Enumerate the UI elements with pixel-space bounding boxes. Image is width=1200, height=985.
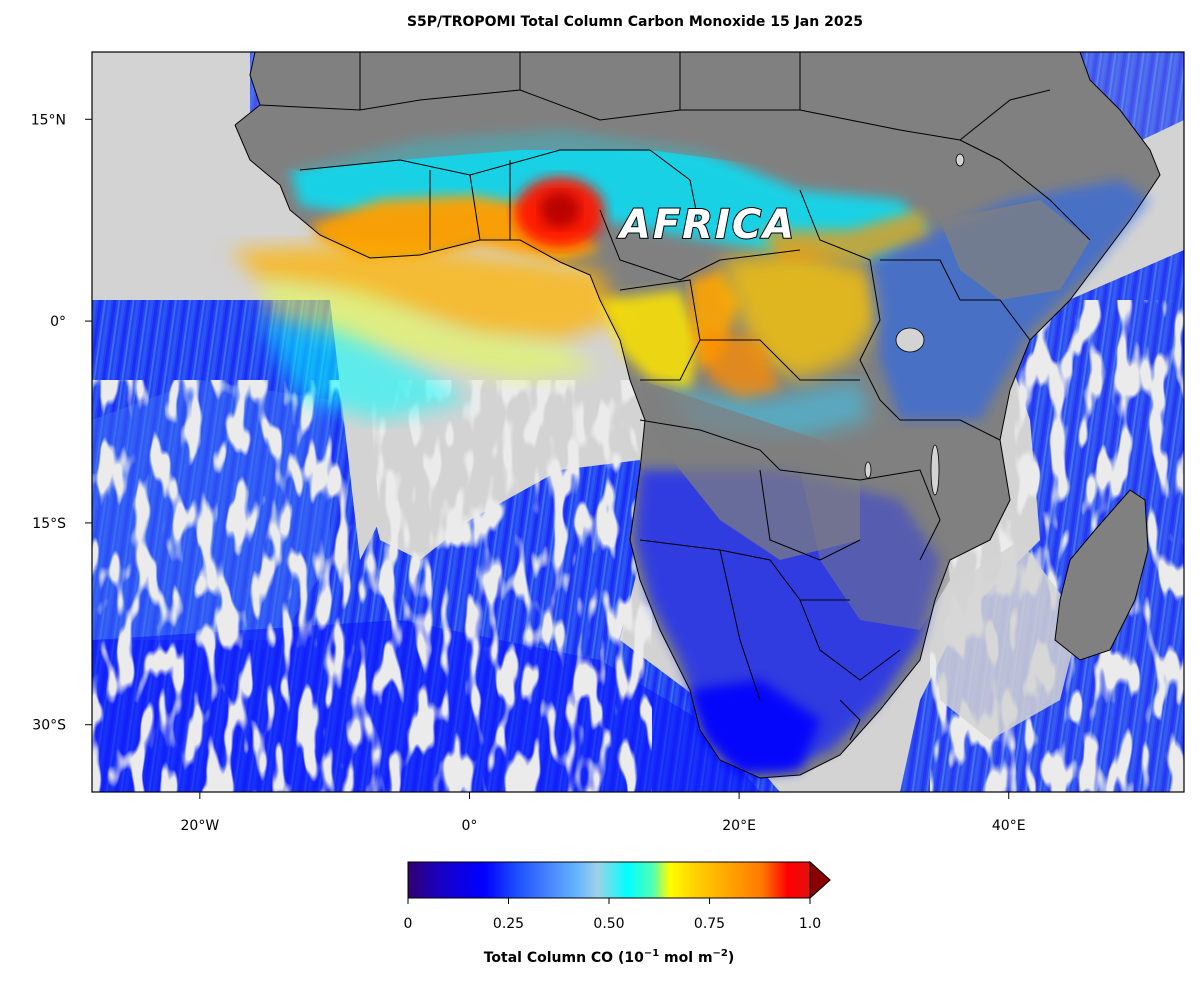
madagascar xyxy=(1055,490,1148,660)
colorbar-tick-label: 0.50 xyxy=(593,916,624,932)
swath-gap xyxy=(930,540,1080,740)
colorbar-bar xyxy=(407,861,831,899)
map-frame xyxy=(91,51,1185,793)
country-borders xyxy=(234,52,1161,779)
land-cloud-gaps xyxy=(235,90,1090,630)
colorbar-tick-label: 1.0 xyxy=(799,916,821,932)
map-area: AFRICA xyxy=(92,52,1184,792)
x-tick-label: 20°W xyxy=(181,818,220,834)
x-axis: 20°W 0° 20°E 40°E xyxy=(181,792,1026,834)
y-tick-label: 0° xyxy=(50,314,66,330)
colorbar-tick-label: 0.25 xyxy=(493,916,524,932)
y-tick-label: 30°S xyxy=(32,718,66,734)
colorbar-tick-label: 0 xyxy=(404,916,413,932)
lakes xyxy=(864,153,965,496)
x-tick-label: 40°E xyxy=(992,818,1026,834)
region-label: AFRICA xyxy=(617,202,796,248)
y-tick-label: 15°N xyxy=(31,112,66,128)
y-axis: 15°N 0° 15°S 30°S xyxy=(31,112,92,734)
colorbar-ticks: 0 0.25 0.50 0.75 1.0 xyxy=(404,898,821,932)
x-tick-label: 20°E xyxy=(722,818,756,834)
map-title: S5P/TROPOMI Total Column Carbon Monoxide… xyxy=(406,14,864,30)
x-tick-label: 0° xyxy=(462,818,478,834)
colorbar-tick-label: 0.75 xyxy=(694,916,725,932)
colorbar-title: Total Column CO (10−1 mol m−2) xyxy=(484,948,735,966)
colorbar-extend-arrow xyxy=(809,860,831,900)
swath-gap xyxy=(92,52,250,180)
colorbar: 0 0.25 0.50 0.75 1.0 Total Column CO (10−1 m… xyxy=(404,860,831,966)
y-tick-label: 15°S xyxy=(32,516,66,532)
